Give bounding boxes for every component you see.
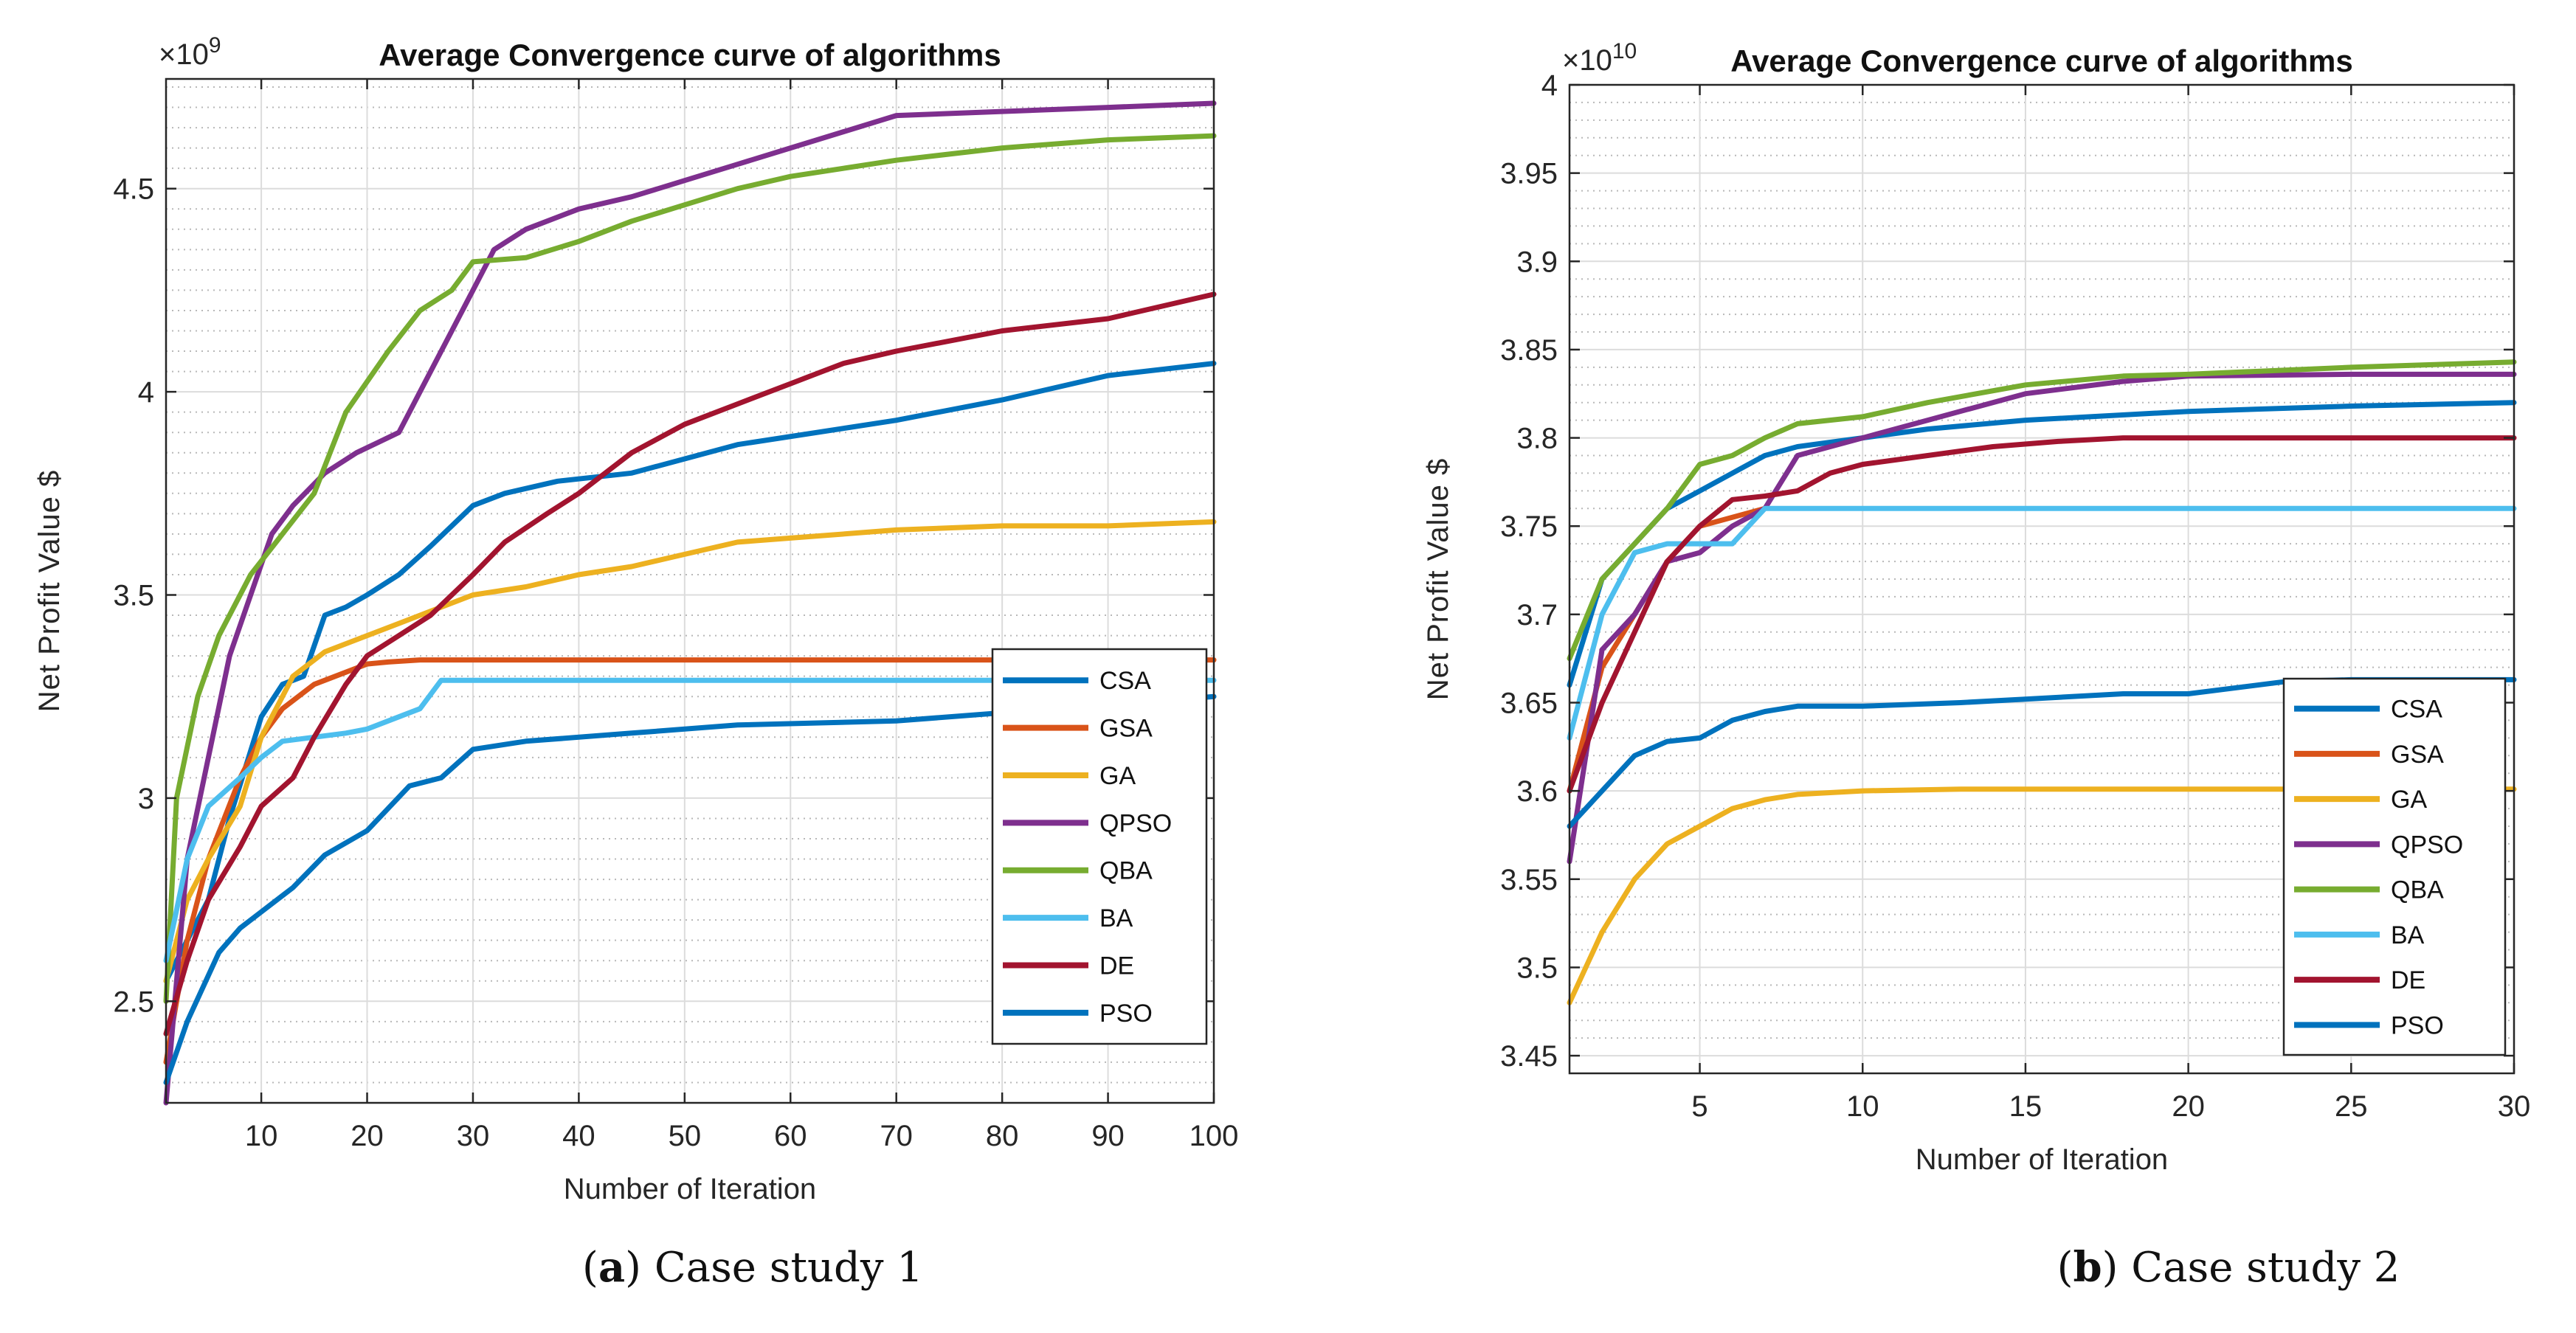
series-line-de [1567,435,2517,794]
x-tick-label: 100 [1189,1120,1239,1152]
x-axis-label: Number of Iteration [1916,1143,2168,1176]
legend-label-gsa: GSA [2391,741,2444,769]
series-line-qba [1567,359,2517,662]
chart-title: Average Convergence curve of algorithms [1730,44,2352,78]
y-tick-label: 3.9 [1516,246,1558,278]
legend-box [2282,677,2507,1056]
x-tick-label: 60 [774,1120,807,1152]
legend-label-qba: QBA [2391,876,2444,904]
y-tick-label: 4 [1541,69,1558,102]
x-tick-label: 40 [562,1120,595,1152]
legend-label-ba: BA [2391,921,2425,949]
legend-label-csa: CSA [1099,667,1151,695]
y-exponent-label: ×1010 [1562,39,1637,77]
legend: CSA GSA GA QPSO QBA BA DE PSO [991,648,1208,1045]
y-tick-label: 3.95 [1500,158,1558,190]
series-line-qpso [163,100,1217,1106]
series-line-qba [163,133,1217,1004]
caption-b: (b) Case study 2 [2057,1243,2400,1292]
chart-title: Average Convergence curve of algorithms [379,38,1001,72]
y-tick-label: 3.65 [1500,688,1558,720]
legend-label-de: DE [1099,952,1134,980]
y-tick-label: 3.55 [1500,864,1558,896]
series-line-pso [1567,676,2517,829]
y-tick-label: 3.6 [1516,775,1558,808]
x-tick-label: 10 [1846,1090,1879,1123]
y-tick-label: 4.5 [113,173,154,206]
x-tick-label: 90 [1091,1120,1125,1152]
series-line-csa [163,361,1217,984]
legend-label-qpso: QPSO [2391,831,2463,859]
y-tick-label: 3.5 [113,580,154,612]
legend-label-pso: PSO [1099,1000,1153,1028]
x-tick-label: 30 [2498,1090,2531,1123]
legend-label-qba: QBA [1099,857,1153,885]
legend-label-csa: CSA [2391,696,2442,724]
legend-label-ga: GA [2391,786,2427,814]
y-axis-label: Net Profit Value $ [1422,458,1454,701]
y-tick-label: 3 [138,783,154,815]
axes-frame [165,77,1215,1104]
series-group [1567,359,2517,1005]
y-tick-label: 3.7 [1516,599,1558,631]
y-tick-label: 4 [138,376,154,409]
x-tick-label: 50 [669,1120,702,1152]
legend-label-ba: BA [1099,904,1133,932]
legend-label-ga: GA [1099,762,1136,790]
y-exponent-label: ×109 [159,33,221,71]
chart-b: 5 10 15 20 25 30 3.45 3.5 3.55 3.6 3.65 3.7 3.75 3.8 3… [1422,39,2530,1176]
legend-label-pso: PSO [2391,1011,2444,1039]
series-line-gsa [163,657,1217,1065]
x-axis-label: Number of Iteration [564,1173,816,1205]
y-tick-label: 3.75 [1500,510,1558,543]
y-axis-label: Net Profit Value $ [33,470,66,713]
series-group [163,100,1217,1106]
caption-a: (a) Case study 1 [582,1243,923,1292]
legend-box [991,648,1208,1045]
x-tick-label: 30 [457,1120,490,1152]
series-line-qpso [1567,371,2517,865]
x-tick-label: 80 [986,1120,1019,1152]
legend-label-de: DE [2391,966,2425,994]
x-tick-label: 25 [2335,1090,2368,1123]
legend-label-qpso: QPSO [1099,809,1172,837]
series-line-pso [163,693,1217,1085]
series-line-ga [163,519,1217,984]
x-tick-label: 20 [351,1120,384,1152]
y-tick-label: 3.5 [1516,952,1558,984]
chart-a: 10 20 30 40 50 60 70 80 90 100 2.5 3 3.5 4 4.5 ×109 Aver… [33,33,1238,1205]
x-tick-label: 70 [880,1120,913,1152]
axes-frame [1568,83,2515,1075]
x-tick-label: 10 [245,1120,278,1152]
x-tick-label: 5 [1691,1090,1707,1123]
y-tick-label: 2.5 [113,986,154,1018]
series-line-de [163,291,1217,1036]
legend: CSA GSA GA QPSO QBA BA DE PSO [2282,677,2507,1056]
legend-label-gsa: GSA [1099,715,1153,743]
y-tick-label: 3.45 [1500,1040,1558,1073]
x-tick-label: 15 [2009,1090,2043,1123]
x-tick-label: 20 [2172,1090,2205,1123]
y-tick-label: 3.8 [1516,423,1558,455]
tick-marks [166,79,1215,1103]
series-line-ga [1567,786,2517,1005]
y-tick-label: 3.85 [1500,334,1558,367]
